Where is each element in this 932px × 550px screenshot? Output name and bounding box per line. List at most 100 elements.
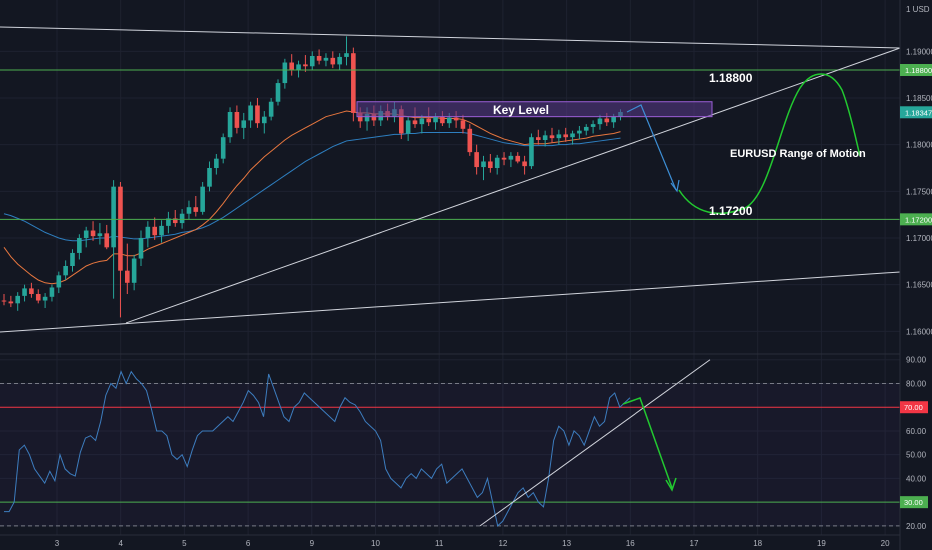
- candle-body: [426, 118, 431, 123]
- time-tick-label: 12: [498, 539, 507, 548]
- candle-body: [42, 296, 48, 301]
- rsi-pane[interactable]: [0, 359, 900, 527]
- price-tag-label: 1.18347: [905, 108, 932, 117]
- candle-body: [446, 117, 452, 124]
- candle-body: [481, 161, 486, 168]
- candle-body: [556, 134, 562, 139]
- candle-body: [248, 105, 253, 121]
- candle-body: [255, 105, 260, 124]
- rsi-green-arrowhead: [665, 477, 677, 492]
- candle-body: [597, 118, 603, 125]
- rsi-tick-label: 90.00: [906, 356, 927, 365]
- time-tick-label: 9: [310, 539, 315, 548]
- candle-body: [303, 64, 308, 67]
- candle-body: [494, 157, 500, 168]
- rsi-band-fill: [0, 383, 900, 526]
- candle-body: [549, 135, 555, 139]
- candle-body: [453, 117, 459, 121]
- candle-body: [90, 230, 96, 237]
- candle-body: [501, 157, 507, 160]
- candle-body: [508, 155, 514, 160]
- candle-body: [604, 118, 610, 123]
- time-tick-label: 6: [246, 539, 251, 548]
- candle-body: [118, 186, 123, 271]
- key-level-zone: [356, 101, 713, 118]
- candles: [1, 36, 623, 318]
- time-tick-label: 4: [118, 539, 123, 548]
- price-tick-label: 1.18000: [906, 141, 932, 150]
- candle-body: [351, 53, 356, 113]
- lower-target-label: 1.17200: [709, 204, 753, 218]
- price-tag-bg: [900, 106, 932, 119]
- candle-body: [344, 53, 349, 57]
- price-tag-bg: [900, 213, 932, 226]
- price-pane[interactable]: [0, 26, 901, 333]
- candle-body: [309, 56, 315, 67]
- candle-body: [131, 258, 137, 283]
- rsi-green-projection: [622, 397, 673, 489]
- candle-body: [296, 64, 301, 70]
- candle-body: [529, 137, 534, 167]
- rsi-tag-label: 30.00: [904, 498, 923, 507]
- currency-label: 1 USD D: [906, 5, 932, 14]
- candle-body: [63, 266, 68, 276]
- lower-channel-trendline: [0, 271, 901, 333]
- candle-body: [433, 116, 438, 123]
- candle-body: [186, 207, 192, 214]
- time-tick-labels: 3 4 5 6 9 10 11 12 13 16 17 18 19 20: [55, 539, 890, 548]
- blue-arrowhead: [670, 179, 680, 193]
- rsi-tag-bg: [900, 496, 928, 509]
- time-axis[interactable]: 3 4 5 6 9 10 11 12 13 16 17 18 19 20: [0, 534, 900, 548]
- rsi-tag-label: 70.00: [904, 403, 923, 412]
- candle-body: [77, 238, 82, 253]
- range-of-motion-label: EURUSD Range of Motion: [730, 148, 866, 160]
- price-tick-label: 1.17000: [906, 234, 932, 243]
- rsi-axis[interactable]: 90.00 80.00 60.00 50.00 40.00 20.00 70.00 30.0…: [900, 356, 928, 531]
- time-tick-label: 5: [182, 539, 187, 548]
- price-tag-label: 1.18800: [905, 66, 932, 75]
- drawings: [0, 26, 901, 333]
- candle-body: [323, 57, 329, 61]
- candle-body: [138, 238, 144, 259]
- candle-body: [399, 109, 404, 134]
- candle-body: [262, 116, 267, 124]
- candle-body: [330, 57, 336, 65]
- candle-body: [172, 218, 178, 224]
- time-tick-label: 17: [690, 539, 699, 548]
- candle-body: [83, 230, 89, 238]
- candle-body: [166, 218, 171, 226]
- candle-body: [111, 186, 116, 248]
- rsi-tick-label: 20.00: [906, 522, 927, 531]
- time-tick-label: 18: [753, 539, 762, 548]
- time-tick-label: 19: [817, 539, 826, 548]
- candle-body: [563, 134, 568, 138]
- candle-body: [474, 152, 479, 168]
- candle-body: [97, 233, 103, 237]
- key-level-label: Key Level: [493, 103, 549, 117]
- price-tick-label: 1.19000: [906, 47, 932, 56]
- time-tick-label: 11: [435, 539, 444, 548]
- candle-body: [412, 120, 418, 125]
- candle-body: [193, 207, 199, 212]
- price-tag-label: 1.17200: [905, 215, 932, 224]
- time-tick-label: 16: [626, 539, 635, 548]
- candle-body: [337, 56, 342, 65]
- blue-projection-arrow: [626, 104, 677, 191]
- candle-body: [8, 301, 14, 304]
- candle-body: [179, 213, 185, 224]
- candle-body: [419, 118, 425, 125]
- price-tick-label: 1.17500: [906, 187, 932, 196]
- candle-body: [104, 233, 110, 248]
- ascending-support-trendline: [125, 47, 901, 324]
- candle-body: [282, 62, 288, 84]
- candle-body: [590, 124, 596, 127]
- price-tags: 1.18800 1.18347 1.17200: [900, 64, 932, 226]
- candle-body: [152, 226, 157, 236]
- candle-body: [49, 287, 55, 297]
- candle-body: [522, 161, 527, 167]
- candle-body: [460, 120, 466, 129]
- rsi-ascending-trendline: [479, 359, 711, 527]
- candle-body: [56, 275, 62, 288]
- price-axis[interactable]: 1 USD D 1.19000 1.18500 1.18000 1.17500 1.17…: [899, 0, 932, 550]
